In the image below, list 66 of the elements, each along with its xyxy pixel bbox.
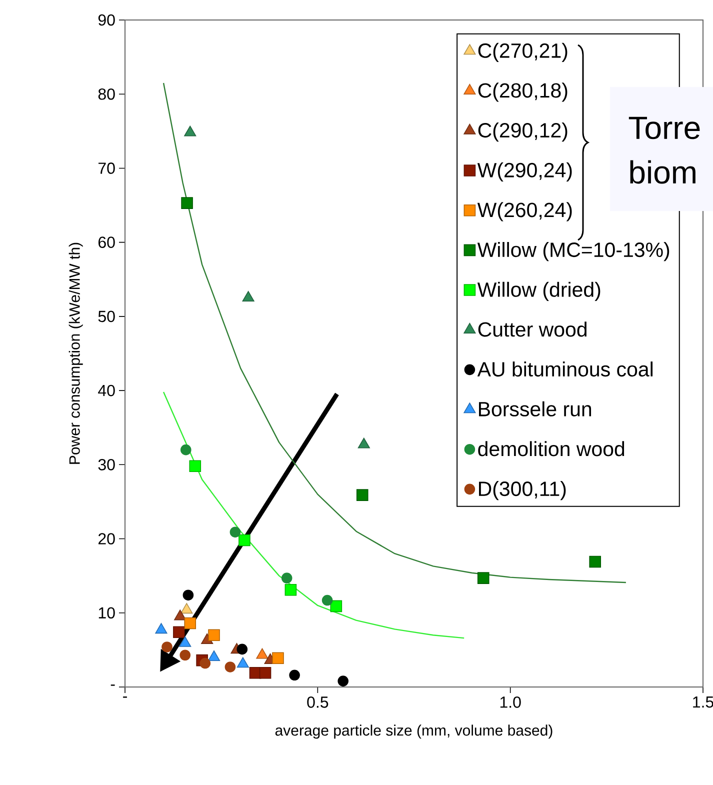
legend-label: C(290,12) bbox=[478, 122, 568, 142]
point bbox=[477, 572, 490, 584]
point bbox=[182, 590, 194, 600]
point bbox=[256, 648, 268, 659]
point bbox=[589, 556, 602, 568]
legend-label: W(260,24) bbox=[477, 202, 572, 222]
y-tick-label: 80 bbox=[98, 88, 115, 100]
x-tick-label: 1.0 bbox=[500, 696, 521, 708]
legend-label: W(290,24) bbox=[477, 162, 572, 182]
x-axis-title: average particle size (mm, volume based) bbox=[275, 724, 552, 739]
line-series bbox=[162, 391, 465, 639]
y-tick-label: 10 bbox=[98, 607, 115, 619]
point bbox=[184, 126, 196, 136]
y-tick-label: 90 bbox=[98, 14, 115, 26]
legend-label: C(270,21) bbox=[478, 42, 568, 62]
x-tick-label: - bbox=[123, 696, 127, 698]
point bbox=[184, 617, 196, 630]
y-tick-label: 60 bbox=[98, 236, 115, 248]
point bbox=[322, 594, 333, 606]
point bbox=[236, 644, 248, 655]
legend-label: demolition wood bbox=[478, 441, 624, 456]
point bbox=[272, 652, 284, 664]
legend-label: AU bituminous coal bbox=[477, 362, 653, 377]
point bbox=[242, 291, 254, 302]
y-axis-title: Power consumption (kWe/MW th) bbox=[68, 242, 83, 464]
y-tick-label: 70 bbox=[98, 162, 115, 174]
point bbox=[180, 650, 191, 661]
legend-label: Borssele run bbox=[479, 401, 592, 416]
point bbox=[179, 636, 192, 647]
point bbox=[189, 460, 202, 472]
y-tick-label: 30 bbox=[98, 458, 115, 470]
point bbox=[224, 662, 236, 672]
annotation: biom bbox=[630, 160, 696, 184]
point bbox=[181, 197, 193, 209]
point bbox=[289, 670, 300, 681]
point bbox=[236, 657, 249, 668]
point bbox=[281, 572, 292, 584]
point bbox=[174, 610, 186, 620]
y-tick-label: 40 bbox=[98, 384, 115, 396]
point bbox=[230, 526, 241, 538]
y-tick-label: 50 bbox=[98, 310, 115, 322]
x-tick-label: 1.5 bbox=[693, 696, 713, 708]
point bbox=[284, 584, 297, 596]
point bbox=[173, 626, 185, 638]
point bbox=[338, 676, 348, 686]
point bbox=[155, 623, 168, 634]
point bbox=[358, 438, 370, 448]
point bbox=[208, 629, 220, 642]
point bbox=[259, 667, 272, 679]
point bbox=[180, 444, 192, 456]
y-tick-label: - bbox=[110, 684, 115, 686]
x-tick-label: 0.5 bbox=[307, 696, 328, 708]
annotation: Torre bbox=[628, 116, 700, 140]
legend-label: Willow (dried) bbox=[477, 282, 600, 301]
legend-label: D(300,11) bbox=[479, 481, 566, 500]
point bbox=[238, 534, 250, 546]
point bbox=[356, 489, 368, 501]
legend-label: Cutter wood bbox=[478, 322, 586, 337]
point bbox=[208, 650, 220, 661]
point bbox=[330, 600, 342, 612]
point bbox=[200, 658, 211, 669]
legend-label: C(280,18) bbox=[478, 82, 568, 102]
legend-label: Willow (MC=10-13%) bbox=[477, 242, 670, 262]
point bbox=[180, 603, 193, 614]
point bbox=[162, 642, 172, 652]
y-tick-label: 20 bbox=[98, 533, 115, 544]
